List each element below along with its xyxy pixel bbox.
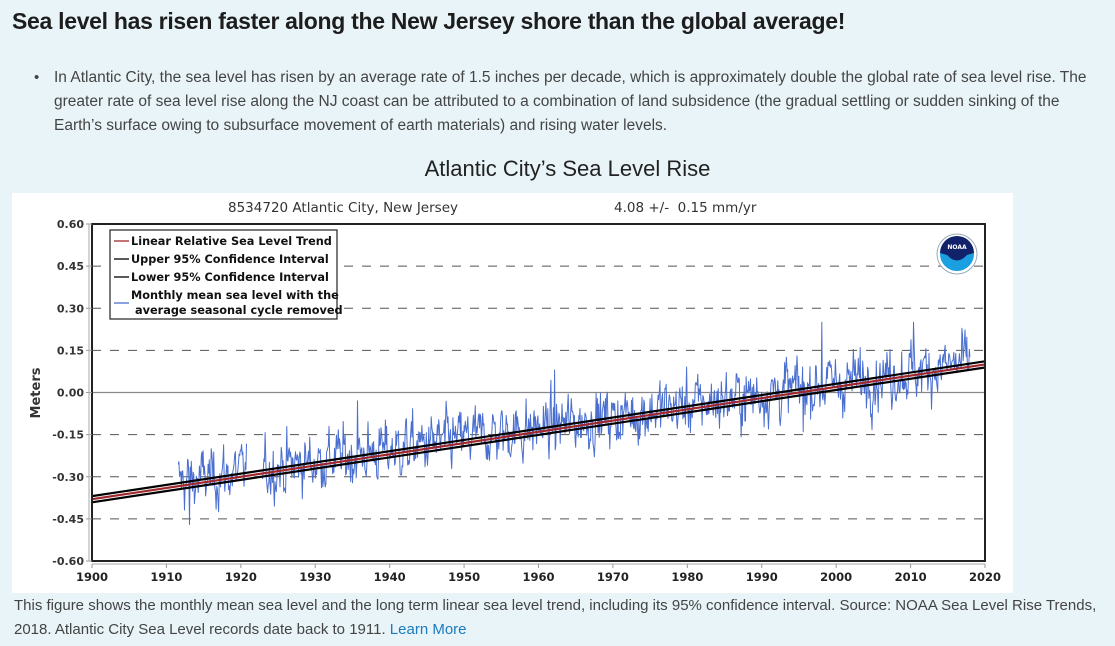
bullet-dot-icon: •: [34, 69, 40, 86]
y-tick-label: 0.60: [57, 218, 84, 231]
bullet-list: • In Atlantic City, the sea level has ri…: [30, 66, 1105, 138]
x-tick-label: 1920: [225, 570, 257, 584]
logo-text: NOAA: [947, 244, 967, 251]
x-tick-label: 1950: [448, 570, 480, 584]
page-headline: Sea level has risen faster along the New…: [12, 8, 846, 34]
y-tick-label: 0.15: [57, 344, 84, 357]
y-tick-label: -0.45: [52, 513, 84, 526]
figure-title: Atlantic City’s Sea Level Rise: [424, 156, 711, 181]
station-label: 8534720 Atlantic City, New Jersey: [228, 200, 458, 216]
bullet-item: • In Atlantic City, the sea level has ri…: [30, 66, 1105, 138]
y-tick-label: 0.30: [57, 302, 84, 315]
y-tick-label: 0.45: [57, 260, 84, 273]
upper-ci-line: [91, 360, 986, 498]
chart-panel: 0.60 0.45 0.30 0.15 0.00 -0.15 -0.30 -0.45 -0.60…: [12, 193, 1013, 593]
x-tick-label: 1970: [597, 570, 629, 584]
x-tick-label: 1980: [671, 570, 703, 584]
legend-label: Monthly mean sea level with the: [131, 289, 339, 302]
legend: Linear Relative Sea Level Trend Upper 95%…: [109, 229, 343, 320]
learn-more-link[interactable]: Learn More: [389, 621, 467, 638]
y-axis-label: Meters: [29, 367, 44, 418]
x-tick-label: 1990: [746, 570, 778, 584]
y-tick-label: -0.15: [52, 429, 84, 442]
y-tick-label: -0.30: [52, 471, 84, 484]
trend-rate-label: 4.08 +/- 0.15 mm/yr: [614, 200, 757, 216]
legend-label: Linear Relative Sea Level Trend: [131, 235, 332, 248]
logo-sky: [940, 236, 974, 261]
linear-trend-line: [91, 363, 986, 501]
x-tick-label: 1930: [299, 570, 331, 584]
x-tick-label: 1900: [76, 570, 108, 584]
noaa-logo: NOAA: [936, 233, 978, 275]
x-tick-label: 2020: [969, 570, 1001, 584]
lower-ci-line: [91, 366, 986, 504]
x-tick-label: 1910: [150, 570, 182, 584]
x-tick-label: 1940: [374, 570, 406, 584]
x-tick-label: 1960: [522, 570, 554, 584]
sea-level-chart: 0.60 0.45 0.30 0.15 0.00 -0.15 -0.30 -0.45 -0.60…: [29, 200, 1001, 584]
y-tick-label: 0.00: [57, 387, 84, 400]
legend-label: Lower 95% Confidence Interval: [131, 271, 329, 284]
y-tick-label: -0.60: [52, 555, 84, 568]
x-tick-label: 2000: [820, 570, 852, 584]
legend-box: [109, 229, 338, 320]
legend-label: Upper 95% Confidence Interval: [131, 253, 329, 266]
figure-caption: This figure shows the monthly mean sea l…: [14, 594, 1104, 642]
x-tick-label: 2010: [895, 570, 927, 584]
legend-label: average seasonal cycle removed: [135, 304, 343, 317]
monthly-mean-series: [177, 321, 971, 525]
caption-text: This figure shows the monthly mean sea l…: [14, 597, 1097, 638]
bullet-text: In Atlantic City, the sea level has rise…: [54, 69, 1087, 134]
